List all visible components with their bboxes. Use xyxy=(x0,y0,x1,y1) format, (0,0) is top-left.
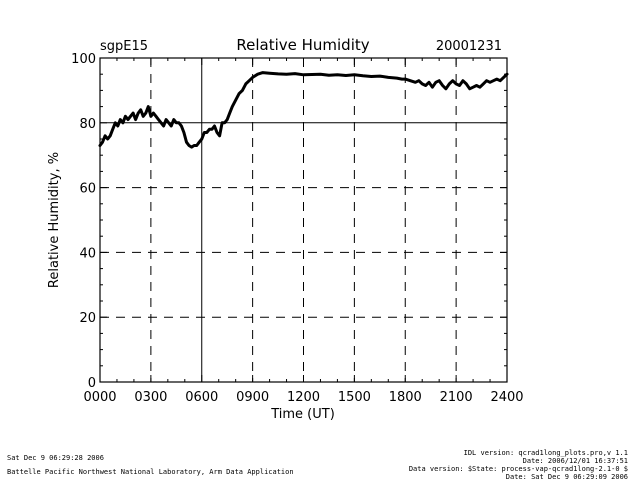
site-label: sgpE15 xyxy=(100,39,148,54)
x-tick-label: 0300 xyxy=(134,390,167,405)
footer-file-date: Date: 2006/12/01 16:37:51 xyxy=(522,457,628,465)
x-tick-label: 0900 xyxy=(236,390,269,405)
x-tick-label: 1200 xyxy=(287,390,320,405)
series-line-relative-humidity xyxy=(98,71,509,149)
y-axis-label: Relative Humidity, % xyxy=(47,152,62,288)
date-label: 20001231 xyxy=(436,39,502,54)
plot-frame xyxy=(99,57,508,383)
y-tick-label: 40 xyxy=(79,246,96,261)
x-tick-label: 0000 xyxy=(83,390,116,405)
x-tick-label: 1500 xyxy=(338,390,371,405)
x-tick-label: 0600 xyxy=(185,390,218,405)
y-tick-label: 80 xyxy=(79,117,96,132)
footer-plot-date: Date: Sat Dec 9 06:29:09 2006 xyxy=(505,473,628,481)
footer-lab: Battelle Pacific Northwest National Labo… xyxy=(7,468,294,476)
tick-labels: 0000 0300 0600 0900 1200 1500 1800 2100 2400 0 20 4… xyxy=(71,52,523,405)
x-axis-label: Time (UT) xyxy=(270,407,335,422)
y-tick-label: 100 xyxy=(71,52,96,67)
y-tick-label: 60 xyxy=(79,182,96,197)
footer-data-version: Data version: $State: process-vap-qcrad1… xyxy=(408,465,628,473)
footer-idl-version: IDL version: qcrad1long_plots.pro,v 1.1 xyxy=(463,449,628,457)
x-tick-label: 1800 xyxy=(389,390,422,405)
grid-lines xyxy=(100,58,507,382)
footer-run-date: Sat Dec 9 06:29:28 2006 xyxy=(7,454,104,462)
x-tick-label: 2100 xyxy=(440,390,473,405)
x-tick-label: 2400 xyxy=(490,390,523,405)
chart-title: Relative Humidity xyxy=(236,36,369,54)
data-series xyxy=(98,71,509,149)
y-tick-label: 0 xyxy=(88,376,96,391)
y-tick-label: 20 xyxy=(79,311,96,326)
